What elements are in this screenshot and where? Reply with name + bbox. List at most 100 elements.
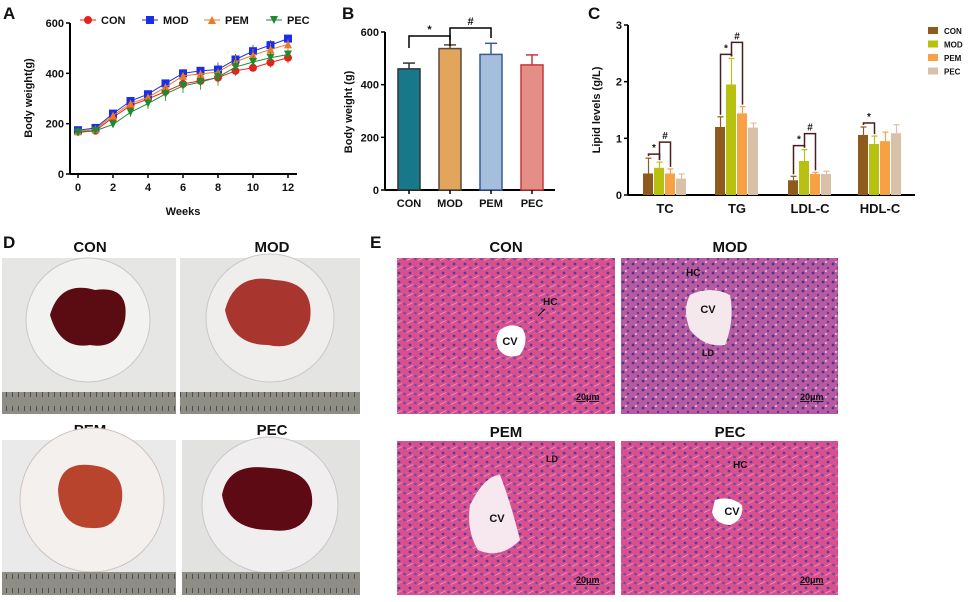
bar-tc-mod bbox=[654, 167, 664, 195]
bar-tc-pec bbox=[676, 178, 686, 195]
significance-marker: # bbox=[807, 123, 813, 134]
x-tick-label: LDL-C bbox=[791, 201, 831, 216]
bar-tc-pem bbox=[665, 173, 675, 195]
data-point bbox=[249, 58, 257, 67]
legend-swatch bbox=[928, 67, 938, 75]
bar-tc-con bbox=[643, 173, 653, 195]
histo-title-pem: PEM bbox=[490, 424, 523, 441]
panel-e-histology: CON MOD PEM PEC CV HC 20μm CV HC LD 20μm… bbox=[397, 239, 838, 595]
panel-label-a: A bbox=[3, 4, 15, 23]
significance-bracket bbox=[647, 153, 661, 161]
chart-a-body-weight-line: 0 200 400 600 Body weight(g) 0 2 4 6 8 10 12 Weeks CO… bbox=[23, 15, 310, 218]
label-ld: LD bbox=[702, 348, 714, 358]
label-cv: CV bbox=[700, 304, 716, 316]
bar-ldl-c-pem bbox=[810, 174, 820, 195]
label-hc: HC bbox=[686, 268, 700, 279]
legend-swatch bbox=[928, 54, 938, 61]
legend-label: CON bbox=[944, 27, 962, 36]
data-point bbox=[91, 126, 100, 135]
significance-bracket bbox=[803, 132, 817, 171]
data-point bbox=[270, 16, 278, 24]
legend-swatch bbox=[928, 27, 938, 34]
liver-photo-pec bbox=[182, 436, 360, 595]
data-point bbox=[266, 53, 275, 62]
label-ld: LD bbox=[546, 454, 558, 464]
y-tick-label: 400 bbox=[46, 68, 64, 80]
bar-hdl-c-pec bbox=[891, 133, 901, 195]
label-hc: HC bbox=[733, 460, 747, 471]
legend-label: CON bbox=[101, 15, 126, 27]
y-tick-label: 0 bbox=[58, 169, 64, 181]
x-tick-label: 10 bbox=[247, 182, 259, 194]
histology-pec: CV HC 20μm bbox=[621, 441, 838, 595]
x-tick-label: PEC bbox=[521, 198, 544, 210]
panel-d-photos: CON MOD PEM PEC bbox=[2, 239, 360, 595]
bar-pec bbox=[520, 64, 544, 191]
significance-marker: * bbox=[427, 24, 432, 36]
x-tick-label: CON bbox=[397, 198, 422, 210]
photo-title-con: CON bbox=[73, 239, 106, 256]
label-cv: CV bbox=[724, 506, 740, 518]
y-axis-label: Body weight (g) bbox=[343, 70, 355, 153]
x-tick-label: 4 bbox=[145, 182, 152, 194]
x-tick-label: TG bbox=[728, 201, 746, 216]
y-tick-label: 200 bbox=[46, 119, 64, 131]
y-tick-label: 3 bbox=[616, 20, 622, 32]
panel-label-e: E bbox=[370, 233, 381, 252]
x-tick-label: PEM bbox=[479, 198, 503, 210]
series-pec bbox=[74, 49, 292, 137]
significance-bracket bbox=[862, 122, 876, 135]
data-point bbox=[231, 63, 240, 72]
scale-bar: 20μm bbox=[800, 575, 824, 585]
data-point bbox=[126, 108, 135, 117]
data-point bbox=[109, 111, 117, 120]
y-tick-label: 0 bbox=[616, 190, 622, 202]
legend-label: PEM bbox=[225, 15, 249, 27]
data-point bbox=[266, 45, 275, 54]
bar-hdl-c-pem bbox=[880, 141, 890, 195]
data-point bbox=[126, 99, 135, 108]
significance-bracket bbox=[658, 141, 672, 167]
bar-ldl-c-mod bbox=[799, 161, 809, 195]
panel-label-b: B bbox=[342, 4, 354, 23]
data-point bbox=[208, 16, 216, 24]
x-tick-label: 12 bbox=[282, 182, 294, 194]
chart-b-body-weight-bar: 0 200 400 600 Body weight (g) CON MOD PEM PEC * # bbox=[343, 16, 555, 210]
significance-bracket bbox=[408, 35, 451, 48]
bar-con bbox=[397, 68, 421, 191]
histo-title-pec: PEC bbox=[715, 424, 746, 441]
photo-title-mod: MOD bbox=[255, 239, 290, 256]
x-tick-label: 2 bbox=[110, 182, 116, 194]
bar-tg-pem bbox=[737, 113, 747, 195]
legend-label: PEC bbox=[287, 15, 310, 27]
x-tick-label: 0 bbox=[75, 182, 81, 194]
photo-title-pec: PEC bbox=[257, 422, 288, 439]
histo-title-mod: MOD bbox=[713, 239, 748, 256]
data-point bbox=[109, 120, 117, 129]
label-cv: CV bbox=[489, 513, 505, 525]
x-tick-label: MOD bbox=[437, 198, 463, 210]
y-tick-label: 600 bbox=[361, 27, 379, 39]
histology-con: CV HC 20μm bbox=[397, 258, 615, 414]
significance-bracket bbox=[730, 41, 744, 105]
x-tick-label: TC bbox=[656, 201, 674, 216]
significance-bracket bbox=[449, 27, 492, 40]
data-point bbox=[74, 128, 82, 137]
bar-ldl-c-con bbox=[788, 180, 798, 195]
histo-title-con: CON bbox=[489, 239, 522, 256]
scale-bar: 20μm bbox=[576, 575, 600, 585]
bar-mod bbox=[438, 47, 462, 191]
data-point bbox=[284, 34, 292, 43]
data-point bbox=[179, 81, 187, 90]
data-point bbox=[214, 73, 222, 82]
data-point bbox=[196, 69, 205, 78]
y-tick-label: 0 bbox=[373, 185, 379, 197]
bar-tg-mod bbox=[726, 84, 736, 195]
significance-marker: * bbox=[797, 135, 801, 146]
legend-swatch bbox=[928, 40, 938, 48]
label-cv: CV bbox=[502, 336, 518, 348]
liver-photo-mod bbox=[180, 253, 360, 414]
x-tick-label: HDL-C bbox=[860, 201, 901, 216]
y-tick-label: 2 bbox=[616, 77, 622, 89]
